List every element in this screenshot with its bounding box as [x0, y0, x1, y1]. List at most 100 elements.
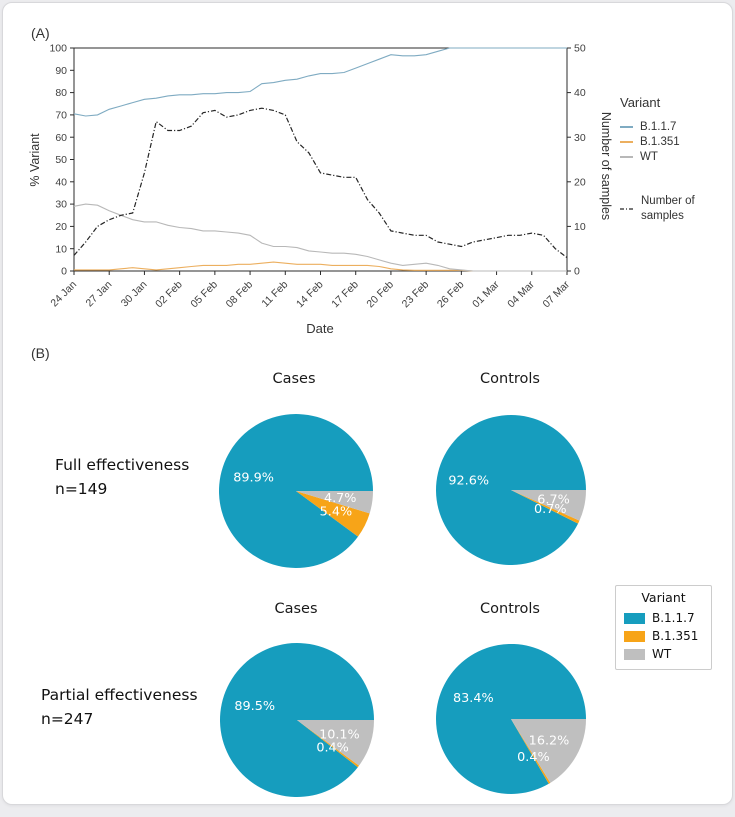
pie-slice-b-1-1-7	[436, 643, 586, 794]
b1351-swatch-icon	[624, 630, 645, 642]
row-label-partial-effectiveness: Partial effectiveness n=247	[41, 686, 198, 728]
x-axis-tick-label: 04 Mar	[505, 278, 537, 310]
pie-percentage-label: 0.4%	[517, 750, 550, 765]
pie-title-partial-cases: Cases	[274, 601, 318, 617]
legend-item-samples: Number of samples	[620, 194, 695, 224]
pie-percentage-label: 0.7%	[534, 502, 567, 517]
legend-item-wt: WT	[620, 149, 695, 164]
pie-percentage-label: 10.1%	[319, 727, 360, 742]
pie-slice-b-1-351	[297, 720, 360, 768]
x-axis-tick-label: 26 Feb	[435, 279, 467, 311]
x-axis-tick-label: 17 Feb	[329, 279, 361, 311]
pie-percentage-label: 16.2%	[529, 734, 570, 749]
b117-line-marker-icon	[620, 125, 633, 128]
pie-slice-b-1-351	[511, 490, 580, 524]
pie-legend: Variant B.1.1.7 B.1.351 WT	[615, 585, 712, 670]
pie-title-full-controls: Controls	[480, 371, 540, 387]
y-axis-tick-label: 100	[49, 43, 67, 55]
pie-slice-wt	[296, 491, 373, 514]
series-line-number-of-samples	[73, 107, 568, 259]
pie-partial-controls: 83.4% 0.4%16.2%	[436, 643, 586, 794]
y-axis-title: % Variant	[28, 133, 42, 187]
y-axis-tick-label: 70	[55, 110, 67, 122]
x-axis-tick-label: 30 Jan	[119, 279, 150, 310]
y2-axis-tick-label: 20	[574, 176, 586, 188]
panel-a-label: (A)	[31, 25, 50, 41]
x-axis-title: Date	[306, 321, 333, 336]
dash-dot-line-marker-icon	[620, 208, 634, 210]
samples-legend-line2: samples	[641, 210, 684, 222]
y-axis-tick-label: 40	[55, 176, 67, 188]
y2-axis-tick-label: 40	[574, 87, 586, 99]
pie-slice-wt	[511, 719, 586, 783]
y2-axis-tick-label: 0	[574, 266, 580, 278]
y-axis-tick-label: 30	[55, 199, 67, 211]
pie-legend-item-wt: WT	[616, 645, 711, 663]
chart-frame	[73, 47, 568, 272]
wt-line-marker-icon	[620, 155, 633, 158]
pie-slice-b-1-1-7	[435, 415, 586, 566]
row-label-full-effectiveness: Full effectiveness n=149	[55, 456, 190, 498]
x-axis-tick-label: 20 Feb	[364, 279, 396, 311]
pie-legend-item-b1351: B.1.351	[616, 627, 711, 645]
x-axis-tick-label: 24 Jan	[48, 279, 79, 310]
y-axis-tick-label: 50	[55, 154, 67, 166]
x-axis-tick-label: 23 Feb	[400, 279, 432, 311]
pie-slice-wt	[511, 490, 586, 521]
pie-legend-item-b117: B.1.1.7	[616, 609, 711, 627]
legend-item-b117: B.1.1.7	[620, 119, 695, 134]
pie-percentage-label: 92.6%	[448, 474, 489, 489]
pie-percentage-label: 89.9%	[233, 471, 274, 486]
pie-slice-b-1-1-7	[219, 414, 373, 569]
variant-pie-charts: 89.9%5.4%4.7%92.6%0.7%6.7%89.5%0.4%10.1%…	[219, 414, 586, 797]
pie-slice-b-1-351	[511, 719, 551, 784]
x-axis-tick-label: 27 Jan	[84, 279, 115, 310]
figure-card: (A) 0 10 20 30 40 50 60 70 80 90 100 0 10 20 30 40 50 24 …	[2, 2, 733, 805]
legend-title: Variant	[620, 95, 661, 110]
wt-swatch-icon	[624, 648, 645, 660]
y-axis-tick-label: 80	[55, 87, 67, 99]
chart-axis-titles: % Variant Number of samples Date	[28, 112, 613, 336]
pie-title-partial-controls: Controls	[480, 601, 540, 617]
y2-axis-tick-label: 50	[574, 43, 586, 55]
series-line-wt	[73, 203, 567, 272]
chart-series-lines	[73, 47, 568, 272]
x-axis-tick-label: 08 Feb	[224, 279, 256, 311]
x-axis-tick-label: 07 Mar	[541, 278, 573, 310]
x-axis-tick-label: 14 Feb	[294, 279, 326, 311]
pie-percentage-label: 4.7%	[324, 491, 357, 506]
y2-axis-tick-label: 30	[574, 132, 586, 144]
line-chart-legend: Variant B.1.1.7 B.1.351 WT Number of sam…	[620, 95, 695, 224]
b117-swatch-icon	[624, 612, 645, 624]
pie-partial-cases: 89.5% 0.4%10.1%	[219, 642, 374, 797]
x-axis-tick-label: 05 Feb	[188, 279, 220, 311]
pie-percentage-label: 89.5%	[234, 699, 275, 714]
pie-percentage-label: 0.4%	[316, 740, 349, 755]
y-axis-tick-label: 0	[61, 266, 67, 278]
samples-legend-line1: Number of	[641, 195, 695, 207]
x-axis-tick-label: 02 Feb	[153, 279, 185, 311]
pie-slice-b-1-1-7	[219, 642, 374, 797]
y-axis-tick-label: 90	[55, 65, 67, 77]
pie-legend-title: Variant	[641, 590, 686, 605]
b1351-line-marker-icon	[620, 140, 633, 143]
pie-slice-wt	[297, 720, 374, 766]
y-axis-tick-label: 20	[55, 221, 67, 233]
pie-title-full-cases: Cases	[272, 371, 316, 387]
y-axis-tick-label: 60	[55, 132, 67, 144]
x-axis-tick-label: 01 Mar	[470, 278, 502, 310]
y2-axis-title: Number of samples	[599, 112, 613, 220]
panel-b-label: (B)	[31, 345, 50, 361]
y-axis-tick-label: 10	[55, 243, 67, 255]
x-axis-tick-label: 11 Feb	[259, 279, 290, 310]
series-line-b-1-351	[74, 261, 567, 272]
pie-percentage-label: 5.4%	[320, 505, 353, 520]
pie-percentage-label: 6.7%	[537, 493, 570, 508]
pie-full-controls: 92.6% 0.7%6.7%	[435, 415, 586, 566]
pie-percentage-label: 83.4%	[453, 691, 494, 706]
legend-item-b1351: B.1.351	[620, 134, 695, 149]
y2-axis-tick-label: 10	[574, 221, 586, 233]
pie-slice-b-1-351	[296, 491, 370, 537]
pie-full-cases: 89.9% 5.4%4.7%	[219, 414, 373, 569]
